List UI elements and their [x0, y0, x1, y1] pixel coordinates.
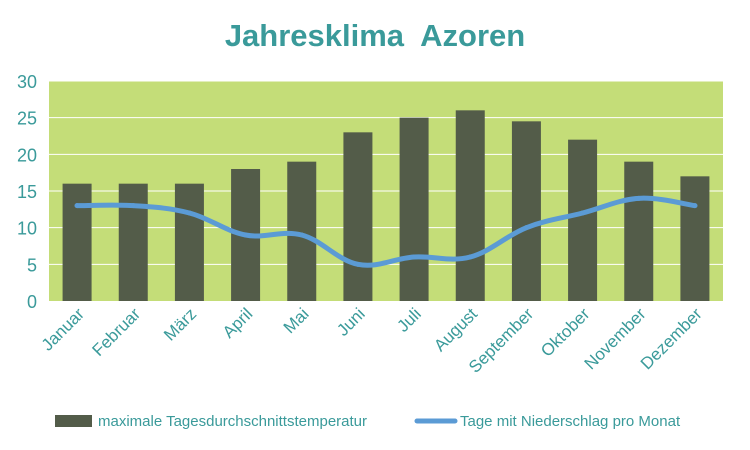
x-tick-label: März [160, 304, 200, 344]
bar [399, 117, 429, 302]
legend-label-line: Tage mit Niederschlag pro Monat [460, 413, 681, 430]
series-line [74, 195, 698, 268]
y-tick-label: 10 [17, 219, 37, 239]
legend-swatch-bar [55, 415, 92, 427]
line-point [411, 254, 417, 260]
line-point [299, 232, 305, 238]
line-point [74, 203, 80, 209]
x-tick-label: Mai [280, 304, 313, 337]
x-tick-label: Oktober [537, 304, 593, 360]
line-point [692, 203, 698, 209]
bar [174, 183, 204, 301]
legend-label-bar: maximale Tagesdurchschnittstemperatur [98, 413, 367, 430]
bar [118, 183, 148, 301]
bar [343, 132, 373, 301]
bar [624, 161, 654, 301]
legend: maximale Tagesdurchschnittstemperatur Tag… [55, 413, 681, 430]
x-tick-label: August [430, 304, 481, 355]
y-tick-label: 15 [17, 182, 37, 202]
line-point [355, 261, 361, 267]
y-tick-label: 5 [27, 255, 37, 275]
bar [568, 139, 598, 301]
bar [511, 121, 541, 301]
bar [62, 183, 92, 301]
y-tick-label: 30 [17, 72, 37, 92]
y-tick-label: 0 [27, 292, 37, 312]
line-point [186, 210, 192, 216]
chart-title: Jahresklima Azoren [225, 18, 525, 53]
x-tick-label: Juni [333, 304, 368, 339]
plot-area: 0 5 10 15 20 25 30 Januar Februar März April Mai Jun… [17, 72, 723, 377]
line-point [467, 254, 473, 260]
bar [455, 110, 485, 301]
bar [680, 176, 710, 301]
x-tick-label: Juli [393, 304, 424, 335]
line-point [580, 210, 586, 216]
line-point [636, 195, 642, 201]
x-tick-label: Dezember [637, 304, 706, 373]
line-point [243, 232, 249, 238]
line-point [523, 225, 529, 231]
x-tick-label: Februar [89, 304, 145, 360]
line-point [130, 203, 136, 209]
y-tick-label: 20 [17, 145, 37, 165]
y-tick-label: 25 [17, 109, 37, 129]
x-tick-label: April [219, 304, 256, 341]
x-tick-label: Januar [38, 304, 88, 354]
